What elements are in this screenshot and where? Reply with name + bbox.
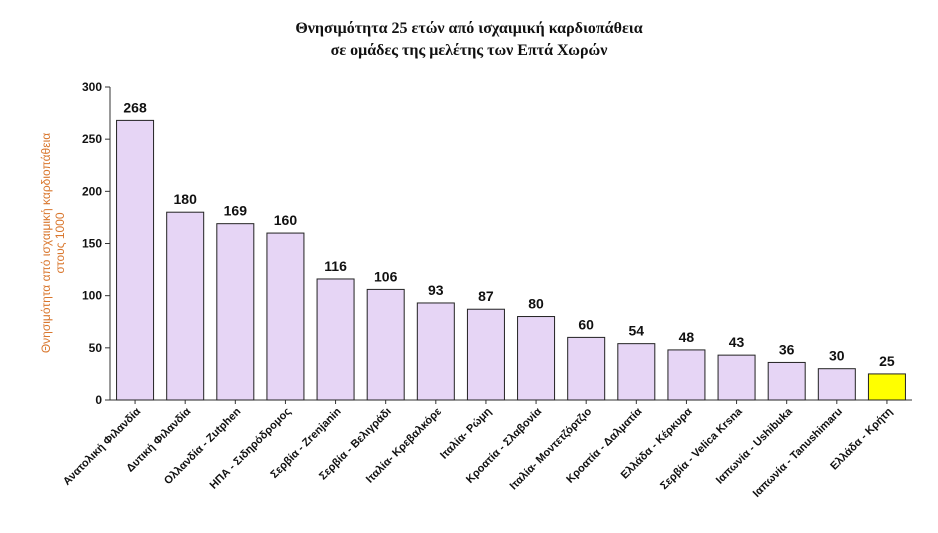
- bar: [767, 361, 806, 401]
- y-tick-label: 150: [82, 237, 102, 251]
- bar-value-label: 48: [679, 329, 695, 345]
- bar-value-label: 43: [729, 334, 745, 350]
- bar: [266, 232, 305, 401]
- bar-value-label: 106: [374, 268, 398, 284]
- y-axis-label-line2: στους 1000: [53, 212, 67, 273]
- bar-highlighted: [867, 373, 906, 401]
- bar-value-label: 180: [174, 191, 198, 207]
- x-tick-label: ΗΠΑ - Σιδηρόδρομος: [208, 405, 294, 491]
- x-tick-label: Ιαπωνία - Tanushimaru: [751, 406, 845, 500]
- bar-value-label: 60: [578, 316, 594, 332]
- bar: [416, 302, 455, 401]
- bar: [817, 368, 856, 401]
- chart-title: Θνησιμότητα 25 ετών από ισχαιμική καρδιο…: [295, 20, 643, 37]
- y-tick-label: 250: [82, 132, 102, 146]
- bar: [667, 349, 706, 401]
- bar-value-label: 25: [879, 353, 895, 369]
- bar: [567, 336, 606, 401]
- bar: [166, 211, 205, 401]
- bar: [617, 343, 656, 401]
- bar: [466, 308, 505, 401]
- bar-value-label: 87: [478, 288, 494, 304]
- bar-value-label: 80: [528, 296, 544, 312]
- chart-subtitle: σε ομάδες της μελέτης των Επτά Χωρών: [330, 42, 608, 59]
- bar: [517, 316, 556, 401]
- x-tick-label: Ιταλία- Ρώμη: [438, 405, 494, 461]
- bar: [316, 278, 355, 401]
- bar-value-label: 36: [779, 341, 795, 357]
- x-tick-label: Σερβία - Velica Krsna: [658, 405, 745, 492]
- bar-value-label: 169: [224, 203, 248, 219]
- x-tick-label: Ιταλία- Μοντετζόρτζιο: [508, 405, 595, 492]
- y-tick-label: 100: [82, 289, 102, 303]
- bar-value-label: 268: [123, 99, 147, 115]
- bar: [116, 119, 155, 401]
- bar: [366, 288, 405, 401]
- bar-value-label: 160: [274, 212, 298, 228]
- y-axis-label-group: Θνησιμότητα από ισχαιμική καρδιοπάθεια σ…: [39, 133, 67, 353]
- bar-value-label: 116: [324, 258, 347, 274]
- bar-value-label: 30: [829, 348, 845, 364]
- y-tick-label: 50: [89, 341, 103, 355]
- x-tick-label: Ανατολική Φιλανδία: [61, 405, 143, 487]
- y-tick-label: 300: [82, 80, 102, 94]
- bar: [216, 223, 255, 401]
- bar: [717, 354, 756, 401]
- y-tick-label: 0: [95, 393, 102, 407]
- y-tick-label: 200: [82, 184, 102, 198]
- bar-value-label: 54: [629, 323, 645, 339]
- bar-value-label: 93: [428, 282, 444, 298]
- y-axis-label-line1: Θνησιμότητα από ισχαιμική καρδιοπάθεια: [39, 133, 53, 353]
